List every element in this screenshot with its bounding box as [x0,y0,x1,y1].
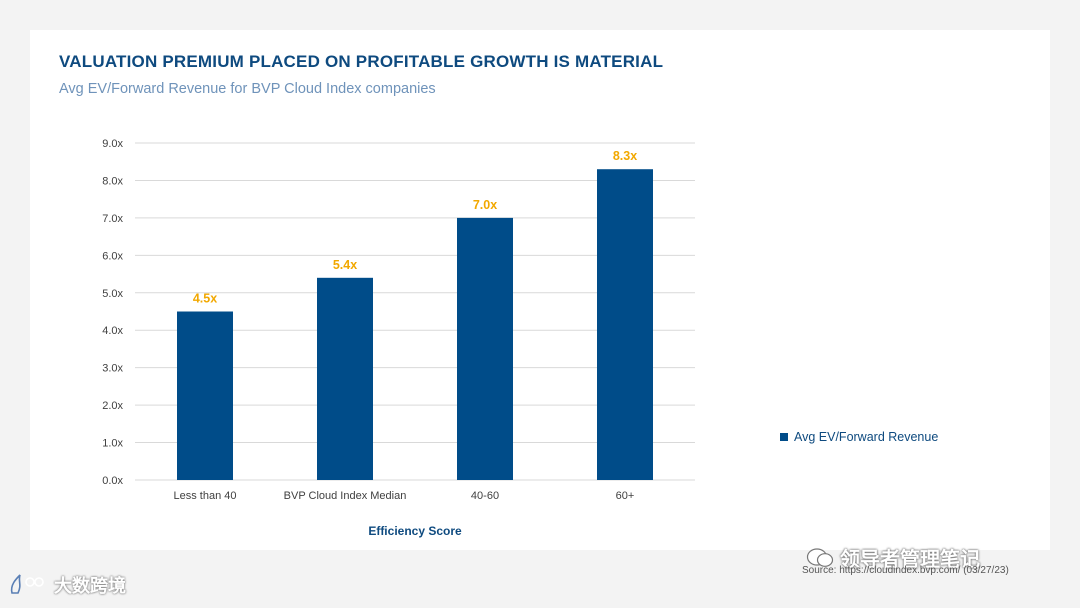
y-tick-label: 9.0x [102,138,123,150]
x-tick-label: 60+ [616,490,635,502]
chart-title: VALUATION PREMIUM PLACED ON PROFITABLE G… [59,52,664,71]
y-tick-label: 3.0x [102,363,123,375]
y-tick-label: 2.0x [102,400,123,412]
data-label: 5.4x [333,258,357,272]
watermark-right: 领导者管理笔记 [806,543,980,572]
chart-legend: Avg EV/Forward Revenue [780,430,938,444]
bar [177,311,233,480]
chat-bubble-icon [806,547,834,567]
y-tick-label: 4.0x [102,325,123,337]
y-tick-label: 0.0x [102,475,123,487]
x-tick-label: 40-60 [471,490,499,502]
brand-logo-icon [10,574,44,594]
bar [457,217,513,480]
source-note: Source: https://cloudindex.bvp.com/ (03/… [802,565,1009,576]
y-tick-label: 6.0x [102,250,123,262]
watermark-left-text: 大数跨境 [54,576,126,596]
bar [597,169,653,480]
data-label: 7.0x [473,198,497,212]
legend-swatch [780,433,788,441]
y-tick-label: 7.0x [102,213,123,225]
x-axis-title: Efficiency Score [368,524,462,538]
y-tick-label: 5.0x [102,288,123,300]
data-label: 8.3x [613,149,637,163]
watermark-right-text: 领导者管理笔记 [840,549,980,571]
chart-subtitle: Avg EV/Forward Revenue for BVP Cloud Ind… [59,81,436,97]
bar [317,277,373,480]
legend-label: Avg EV/Forward Revenue [794,430,939,444]
x-tick-label: Less than 40 [174,490,237,502]
data-label: 4.5x [193,292,217,306]
x-tick-label: BVP Cloud Index Median [284,490,407,502]
y-tick-label: 8.0x [102,175,123,187]
y-tick-label: 1.0x [102,438,123,450]
watermark-left: 大数跨境 [8,572,126,598]
